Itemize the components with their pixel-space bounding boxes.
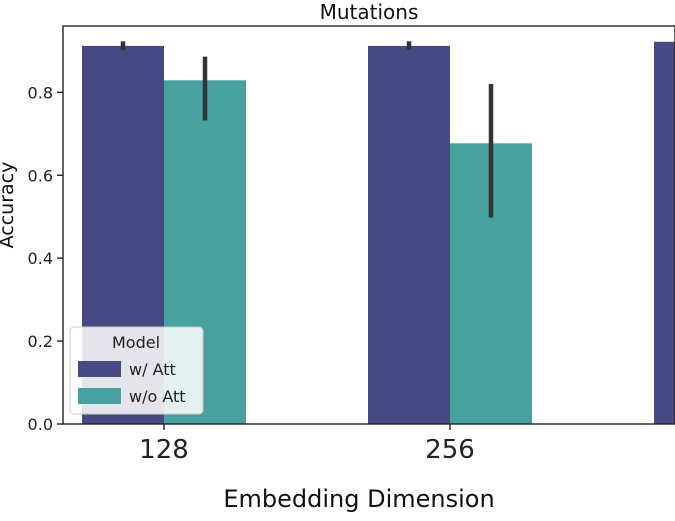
legend-swatch [78, 361, 121, 377]
y-tick-label: 0.8 [28, 83, 53, 102]
plot-frame [62, 25, 675, 425]
x-axis-label: Embedding Dimension [223, 485, 494, 513]
legend-label: w/o Att [129, 387, 186, 406]
y-tick-label: 0.6 [28, 166, 53, 185]
legend-swatch [78, 388, 121, 404]
y-tick-label: 0.0 [28, 415, 53, 434]
x-tick-label: 256 [425, 435, 475, 465]
bar [654, 41, 675, 425]
legend: Model w/ Att w/o Att [69, 326, 204, 415]
legend-title: Model [112, 333, 160, 352]
chart-title: Mutations [320, 0, 419, 24]
error-bars-layer [120, 41, 494, 218]
legend-items: w/ Att w/o Att [78, 360, 186, 406]
y-axis-label: Accuracy [0, 162, 18, 249]
legend-label: w/ Att [129, 360, 176, 379]
bar [368, 45, 450, 425]
bars-layer [82, 41, 675, 425]
y-tick-label: 0.2 [28, 332, 53, 351]
y-tick-label: 0.4 [28, 249, 53, 268]
x-axis: 128256512 [139, 424, 475, 465]
y-axis: 0.0 0.2 0.4 0.6 0.8 [28, 83, 63, 434]
x-tick-label: 128 [139, 435, 189, 465]
